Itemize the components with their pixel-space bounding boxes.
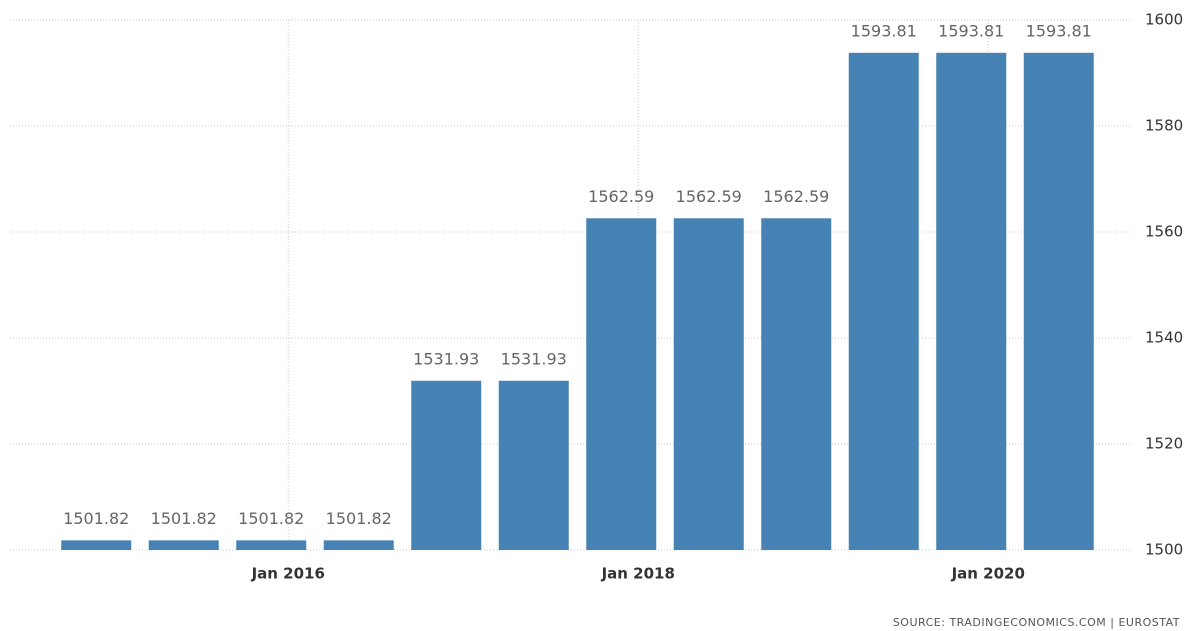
value-label: 1562.59 — [763, 187, 829, 206]
y-tick-label: 1560 — [1145, 223, 1183, 241]
value-label: 1562.59 — [588, 187, 654, 206]
value-label: 1562.59 — [676, 187, 742, 206]
bar — [498, 380, 569, 550]
value-label: 1531.93 — [501, 349, 567, 368]
value-label: 1501.82 — [63, 509, 129, 528]
y-tick-label: 1540 — [1145, 329, 1183, 347]
y-tick-label: 1600 — [1145, 11, 1183, 29]
value-label: 1531.93 — [413, 349, 479, 368]
bar — [148, 540, 219, 550]
value-label: 1501.82 — [326, 509, 392, 528]
y-tick-label: 1500 — [1145, 541, 1183, 559]
bar — [936, 52, 1007, 550]
bar — [673, 218, 744, 550]
value-label: 1501.82 — [151, 509, 217, 528]
x-tick-label: Jan 2020 — [951, 565, 1025, 583]
bar — [323, 540, 394, 550]
y-tick-label: 1580 — [1145, 117, 1183, 135]
bar — [61, 540, 132, 550]
y-tick-label: 1520 — [1145, 435, 1183, 453]
value-label: 1593.81 — [851, 21, 917, 40]
bar — [236, 540, 307, 550]
bar — [1023, 52, 1094, 550]
value-label: 1593.81 — [938, 21, 1004, 40]
bar — [586, 218, 657, 550]
bar — [761, 218, 832, 550]
bar — [848, 52, 919, 550]
x-tick-label: Jan 2018 — [601, 565, 675, 583]
bar — [411, 380, 482, 550]
value-label: 1501.82 — [238, 509, 304, 528]
x-tick-label: Jan 2016 — [251, 565, 325, 583]
value-label: 1593.81 — [1026, 21, 1092, 40]
source: SOURCE: TRADINGECONOMICS.COM | EUROSTAT — [893, 616, 1180, 629]
